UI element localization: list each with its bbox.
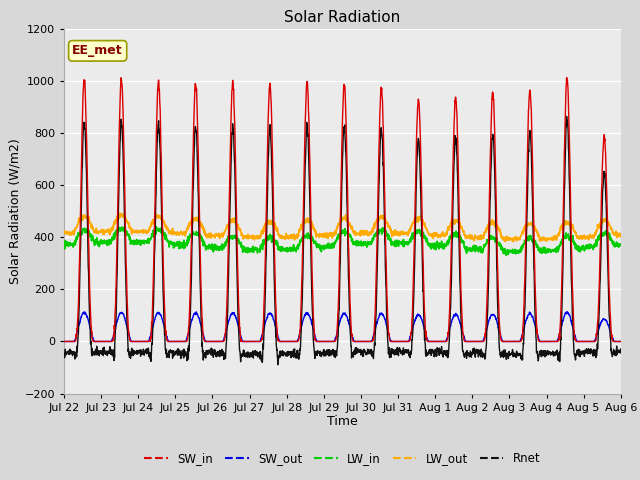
Title: Solar Radiation: Solar Radiation: [284, 10, 401, 25]
X-axis label: Time: Time: [327, 415, 358, 429]
Legend: SW_in, SW_out, LW_in, LW_out, Rnet: SW_in, SW_out, LW_in, LW_out, Rnet: [140, 447, 545, 469]
Text: EE_met: EE_met: [72, 44, 123, 57]
Y-axis label: Solar Radiation (W/m2): Solar Radiation (W/m2): [9, 138, 22, 284]
